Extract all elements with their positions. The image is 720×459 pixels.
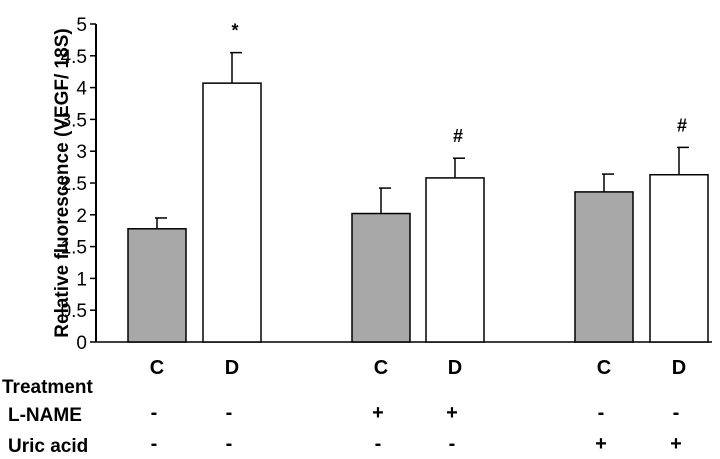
treatment-sign: - [226,402,233,424]
treatment-sign: + [670,433,682,455]
bar [649,173,709,343]
treatment-header: Treatment [2,377,93,398]
category-label: C [150,357,164,379]
y-tick-label: 0 [76,333,87,354]
treatment-sign: - [375,433,382,455]
treatment-sign: - [151,433,158,455]
significance-marker: * [231,21,238,41]
treatment-sign: - [449,433,456,455]
significance-marker: # [453,126,463,146]
category-label: C [374,357,388,379]
category-label: D [448,357,462,379]
treatment-sign: + [372,402,384,424]
category-label: C [597,357,611,379]
category-label: D [225,357,239,379]
treatment-rows: L-NAME - - + + - - Uric acid - - - - + + [8,402,682,457]
significance-marker: # [677,115,687,135]
treatment-row-label: L-NAME [8,405,82,426]
y-tick-label: 1 [76,269,87,290]
treatment-sign: + [446,402,458,424]
y-tick-label: 4 [76,79,87,100]
category-label: D [672,357,686,379]
treatment-sign: - [673,402,680,424]
y-tick-label: 3 [76,142,87,163]
treatment-sign: - [598,402,605,424]
bar [425,177,485,343]
treatment-row-label: Uric acid [8,436,88,457]
bar [202,82,262,343]
y-tick-label: 2 [76,206,87,227]
y-tick-label: 3.5 [61,110,87,131]
bars: * # # [127,21,709,343]
y-axis-title: Relative fluorescence (VEGF/ 18S) [52,28,73,337]
treatment-sign: - [226,433,233,455]
y-tick-label: 1.5 [61,238,87,259]
y-tick-label: 0.5 [61,301,87,322]
y-tick-label: 2.5 [61,174,87,195]
y-tick-label: 5 [76,15,87,36]
bar [574,191,634,343]
treatment-sign: - [151,402,158,424]
bar [351,212,411,343]
treatment-sign: + [595,433,607,455]
bar [127,228,187,343]
y-axis-ticks: 0 0.5 1 1.5 2 2.5 3 3.5 4 4.5 5 [61,15,96,354]
y-tick-label: 4.5 [61,47,87,68]
